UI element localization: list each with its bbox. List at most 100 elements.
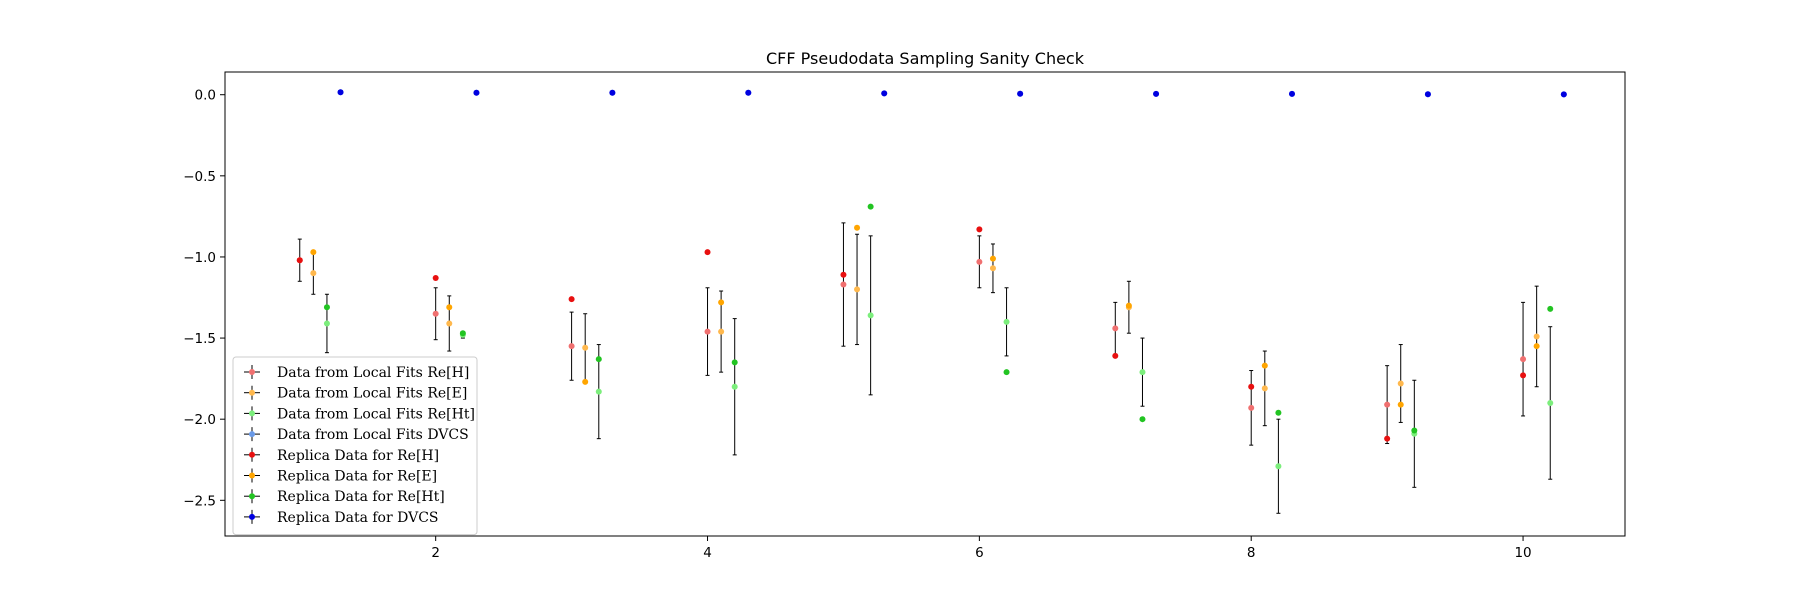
data-point [1248, 383, 1255, 390]
chart-title: CFF Pseudodata Sampling Sanity Check [766, 49, 1085, 68]
data-point [459, 330, 466, 337]
legend-marker [249, 451, 255, 458]
data-point [1112, 325, 1119, 332]
legend-item: Data from Local Fits Re[Ht] [244, 406, 475, 422]
series-8 [337, 89, 1567, 98]
data-point [1003, 318, 1010, 325]
data-point [1560, 91, 1567, 98]
data-point [446, 304, 453, 311]
data-point [1017, 90, 1024, 97]
legend-label: Data from Local Fits Re[Ht] [277, 406, 475, 422]
data-point [731, 383, 738, 390]
plot-frame [224, 71, 1626, 537]
legend-marker [249, 389, 255, 396]
legend-item: Replica Data for Re[H] [244, 447, 439, 464]
data-point [1533, 343, 1540, 350]
data-point [582, 344, 589, 351]
data-point [704, 328, 711, 335]
y-tick-label: −1.0 [183, 250, 216, 266]
y-tick-label: −1.5 [183, 331, 216, 347]
data-point [595, 388, 602, 395]
legend-marker [249, 513, 255, 520]
axes: 2 4 6 8 10 0.0 −0.5 −1.0 −1.5 −2.0 −2.5 [183, 88, 1531, 561]
legend-marker [249, 410, 255, 417]
data-point [1547, 305, 1554, 312]
data-point [337, 89, 344, 96]
data-point [1397, 401, 1404, 408]
legend-label: Replica Data for Re[E] [277, 469, 437, 485]
legend-marker [249, 472, 255, 479]
data-point [609, 89, 616, 96]
data-point [745, 89, 752, 96]
y-tick-label: −2.5 [183, 493, 216, 509]
data-point [1153, 90, 1160, 97]
series-6 [310, 224, 1540, 408]
data-point [989, 265, 996, 272]
data-point [1547, 399, 1554, 406]
y-tick-label: −2.0 [183, 412, 216, 428]
data-point [731, 359, 738, 366]
data-point [473, 89, 480, 96]
data-point [840, 281, 847, 288]
data-point [867, 203, 874, 210]
data-point [1139, 416, 1146, 423]
data-point [1424, 91, 1431, 98]
plot-marks [296, 89, 1567, 514]
data-point [1411, 427, 1418, 434]
series-4 [337, 89, 1567, 98]
legend-label: Replica Data for Re[Ht] [277, 489, 445, 505]
y-tick-label: 0.0 [195, 88, 216, 104]
legend-item: Data from Local Fits Re[H] [244, 365, 469, 381]
data-point [718, 299, 725, 306]
data-point [867, 312, 874, 319]
data-point [840, 271, 847, 278]
data-point [323, 304, 330, 311]
series-1 [296, 222, 1527, 446]
x-tick-label: 10 [1514, 545, 1531, 561]
data-point [568, 343, 575, 350]
legend-marker [249, 493, 255, 500]
data-point [1261, 362, 1268, 369]
legend-label: Data from Local Fits Re[E] [277, 386, 467, 402]
x-tick-label: 2 [431, 545, 440, 561]
data-point [323, 320, 330, 327]
legend-marker [249, 369, 255, 375]
data-point [1533, 333, 1540, 340]
data-point [310, 270, 317, 277]
legend-marker [249, 431, 255, 438]
data-point [854, 286, 861, 293]
data-point [1003, 369, 1010, 376]
data-point [296, 257, 303, 264]
series-3 [323, 235, 1554, 514]
data-point [310, 249, 317, 256]
x-tick-label: 4 [703, 545, 712, 561]
data-point [1397, 380, 1404, 387]
data-point [1384, 435, 1391, 442]
data-point [1275, 463, 1282, 470]
data-point [582, 378, 589, 385]
data-point [1125, 302, 1132, 309]
data-point [432, 275, 439, 282]
data-point [446, 320, 453, 327]
data-point [1261, 385, 1268, 392]
data-point [1520, 372, 1527, 379]
legend-label: Data from Local Fits DVCS [277, 427, 469, 443]
data-point [1112, 352, 1119, 359]
data-point [704, 249, 711, 256]
legend-item: Replica Data for Re[E] [244, 468, 437, 485]
legend-label: Data from Local Fits Re[H] [277, 365, 469, 381]
data-point [989, 255, 996, 262]
legend-label: Replica Data for DVCS [277, 510, 439, 526]
series-7 [323, 203, 1554, 434]
legend-item: Replica Data for Re[Ht] [244, 489, 445, 505]
data-point [718, 328, 725, 335]
legend: Data from Local Fits Re[H] Data from Loca… [232, 356, 478, 536]
data-point [1520, 356, 1527, 363]
data-point [854, 224, 861, 231]
data-point [881, 90, 888, 97]
data-point [1288, 90, 1295, 97]
series-2 [310, 233, 1540, 427]
x-tick-label: 6 [975, 545, 984, 561]
data-point [568, 296, 575, 303]
